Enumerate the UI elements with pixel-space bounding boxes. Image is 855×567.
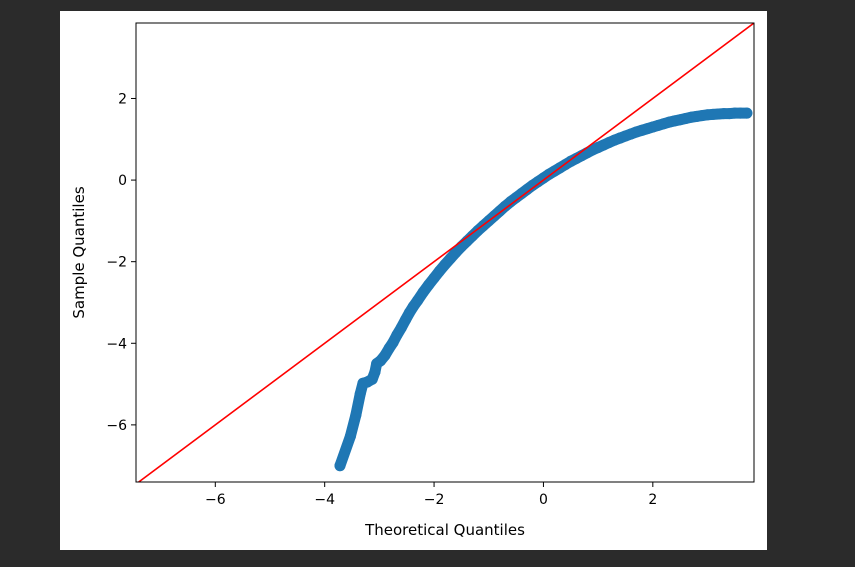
y-tick-label: −6	[106, 418, 127, 434]
x-axis-label: Theoretical Quantiles	[364, 521, 525, 539]
y-axis-label: Sample Quantiles	[70, 186, 88, 318]
x-tick-label: 2	[648, 492, 657, 508]
x-tick-label: −4	[314, 492, 335, 508]
x-tick-label: 0	[539, 492, 548, 508]
axes-frame	[135, 22, 755, 483]
qq-plot: −6 −4 −2 0 2 20−2−4−6 Theoretical Quantiles …	[70, 22, 755, 539]
y-tick-label: 2	[118, 91, 127, 107]
y-tick-label: 0	[118, 173, 127, 189]
x-tick-label: −6	[205, 492, 226, 508]
y-axis: 2 0 −2 −4 −6	[106, 91, 136, 434]
point-cloud	[334, 107, 753, 472]
reference-line	[137, 23, 754, 482]
x-axis: −6 −4 −2 0 2	[205, 482, 657, 508]
plot-area	[137, 23, 754, 482]
figure-canvas: −6 −4 −2 0 2 2 0 −2 −4 −6 Theoretical Quantiles …	[60, 11, 767, 550]
y-tick-label: −2	[106, 255, 127, 271]
y-tick-label: −4	[106, 336, 127, 352]
x-tick-label: −2	[424, 492, 445, 508]
